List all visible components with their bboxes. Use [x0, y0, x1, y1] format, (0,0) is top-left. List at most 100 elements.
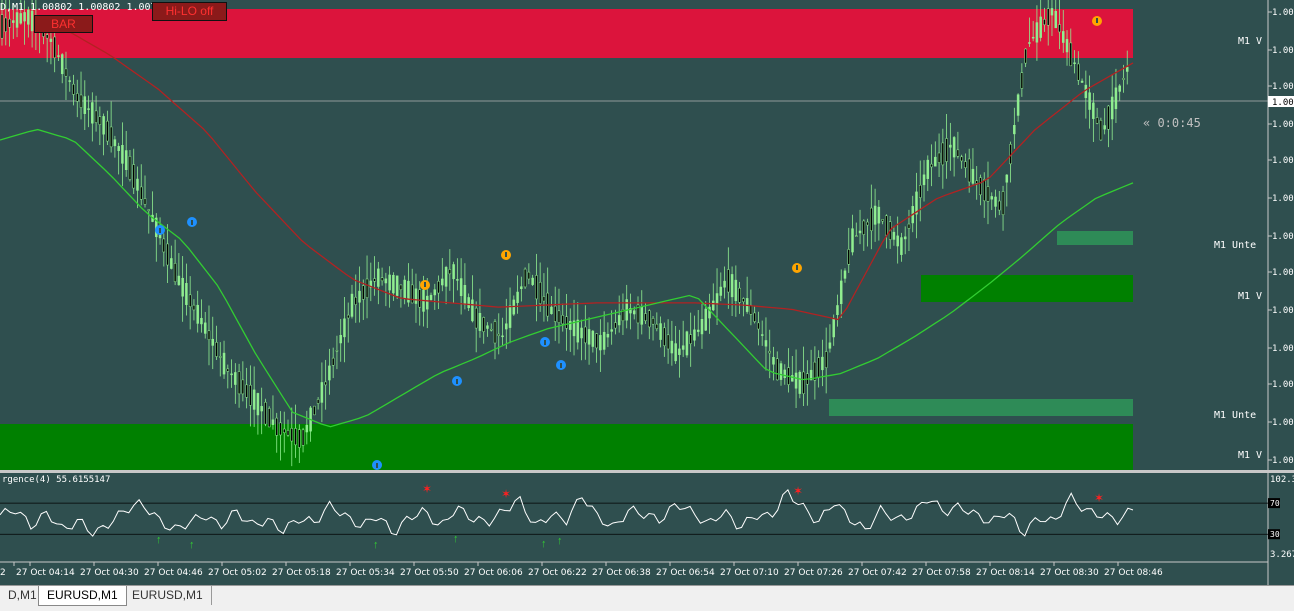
- candle-body: [365, 278, 369, 298]
- time-tick-label: 2: [0, 568, 6, 578]
- candle-body: [693, 329, 696, 341]
- candle-body: [704, 308, 707, 331]
- candle-body: [550, 306, 553, 315]
- candle-body: [267, 408, 271, 428]
- time-tick-label: 27 Oct 04:14: [16, 568, 75, 578]
- candle-body: [328, 365, 331, 381]
- time-tick-label: 27 Oct 06:22: [528, 568, 587, 578]
- candle-body: [339, 334, 342, 344]
- time-tick-label: 27 Oct 06:54: [656, 568, 715, 578]
- price-tick-label: 1.008: [1272, 82, 1294, 92]
- candle-body: [802, 371, 805, 394]
- candle-body: [283, 428, 286, 433]
- zone-label: M1 V: [1238, 450, 1263, 461]
- candle-body: [742, 298, 745, 302]
- candle-body: [930, 163, 933, 168]
- candle-body: [900, 237, 903, 255]
- tab-chart-3[interactable]: EURUSD,M1: [124, 586, 212, 605]
- candle-body: [576, 319, 580, 343]
- candle-body: [881, 219, 884, 222]
- tab-chart-2[interactable]: EURUSD,M1: [38, 586, 127, 606]
- price-tick-label: 1.006: [1272, 344, 1294, 354]
- candle-body: [290, 428, 294, 442]
- fractal-up-marker: [505, 252, 507, 257]
- candle-body: [685, 331, 689, 356]
- fractal-up-marker: [424, 282, 426, 287]
- symbol-title: D,M1: [0, 2, 25, 13]
- candle-body: [418, 289, 421, 308]
- candle-body: [459, 278, 463, 297]
- level-low-label: 30: [1270, 530, 1280, 539]
- price-tick-label: 1.006: [1272, 306, 1294, 316]
- level-low-box: [1268, 529, 1280, 540]
- candle-body: [945, 138, 948, 162]
- time-tick-label: 27 Oct 05:18: [272, 568, 331, 578]
- price-tick-label: 1.008: [1272, 8, 1294, 18]
- candle-body: [907, 223, 911, 229]
- candle-body: [181, 277, 184, 297]
- candle-body: [486, 325, 489, 329]
- candle-body: [557, 310, 561, 323]
- candle-body: [678, 348, 681, 355]
- candle-body: [990, 196, 994, 200]
- divergence-bear-marker: ✶: [1094, 491, 1104, 505]
- time-tick-label: 27 Oct 07:58: [912, 568, 971, 578]
- candle-body: [124, 150, 128, 171]
- candle-body: [764, 340, 768, 347]
- oscillator-line: [0, 488, 1134, 537]
- candle-body: [821, 356, 824, 371]
- hilo-toggle-button[interactable]: Hi-LO off: [152, 2, 227, 21]
- time-tick-label: 27 Oct 05:34: [336, 568, 395, 578]
- candle-body: [170, 258, 173, 269]
- candle-body: [783, 369, 787, 379]
- candle-body: [520, 286, 523, 289]
- candle-body: [964, 161, 967, 168]
- candle-body: [734, 279, 738, 302]
- candle-body: [271, 419, 275, 425]
- time-tick-label: 27 Oct 07:10: [720, 568, 779, 578]
- candle-body: [403, 279, 406, 300]
- bar-countdown: « 0:0:45: [1143, 116, 1201, 130]
- candle-body: [30, 10, 34, 32]
- candle-body: [523, 268, 527, 288]
- candle-body: [188, 294, 192, 307]
- candle-body: [1110, 96, 1114, 120]
- candle-body: [813, 361, 817, 381]
- candle-body: [971, 168, 975, 184]
- candle-body: [395, 275, 399, 296]
- candle-body: [275, 417, 278, 436]
- candle-body: [369, 280, 373, 288]
- demand-zone: [0, 424, 1133, 470]
- candle-body: [843, 270, 847, 279]
- fractal-down-marker: [560, 363, 562, 368]
- candle-body: [166, 243, 169, 266]
- chart-canvas[interactable]: 1.008 1.008 1.008 1.007 1.007 1.007 1.007 1.007…: [0, 0, 1294, 585]
- candle-body: [648, 310, 651, 328]
- time-tick-label: 27 Oct 07:42: [848, 568, 907, 578]
- price-tick-label: 1.007: [1272, 268, 1294, 278]
- current-price-box: [1268, 96, 1294, 107]
- candle-body: [501, 335, 504, 338]
- zone-label: M1 V: [1238, 36, 1263, 47]
- candle-body: [873, 205, 877, 225]
- candle-body: [147, 209, 151, 211]
- candle-body: [508, 305, 512, 328]
- candle-body: [132, 164, 135, 189]
- candle-body: [136, 178, 139, 191]
- candle-body: [851, 228, 854, 253]
- candle-body: [23, 12, 26, 22]
- price-tick-label: 1.007: [1272, 156, 1294, 166]
- weak-demand-zone: [1057, 231, 1133, 245]
- candle-body: [448, 269, 452, 275]
- candle-body: [828, 342, 832, 349]
- candle-body: [636, 304, 640, 324]
- bar-button[interactable]: BAR: [34, 15, 93, 33]
- candle-body: [712, 300, 715, 311]
- candle-body: [392, 274, 395, 294]
- level-high-box: [1268, 498, 1280, 509]
- candle-body: [1016, 94, 1020, 116]
- fractal-down-marker: [544, 340, 546, 345]
- candle-body: [234, 372, 237, 385]
- candle-body: [139, 186, 143, 200]
- candle-body: [817, 357, 820, 378]
